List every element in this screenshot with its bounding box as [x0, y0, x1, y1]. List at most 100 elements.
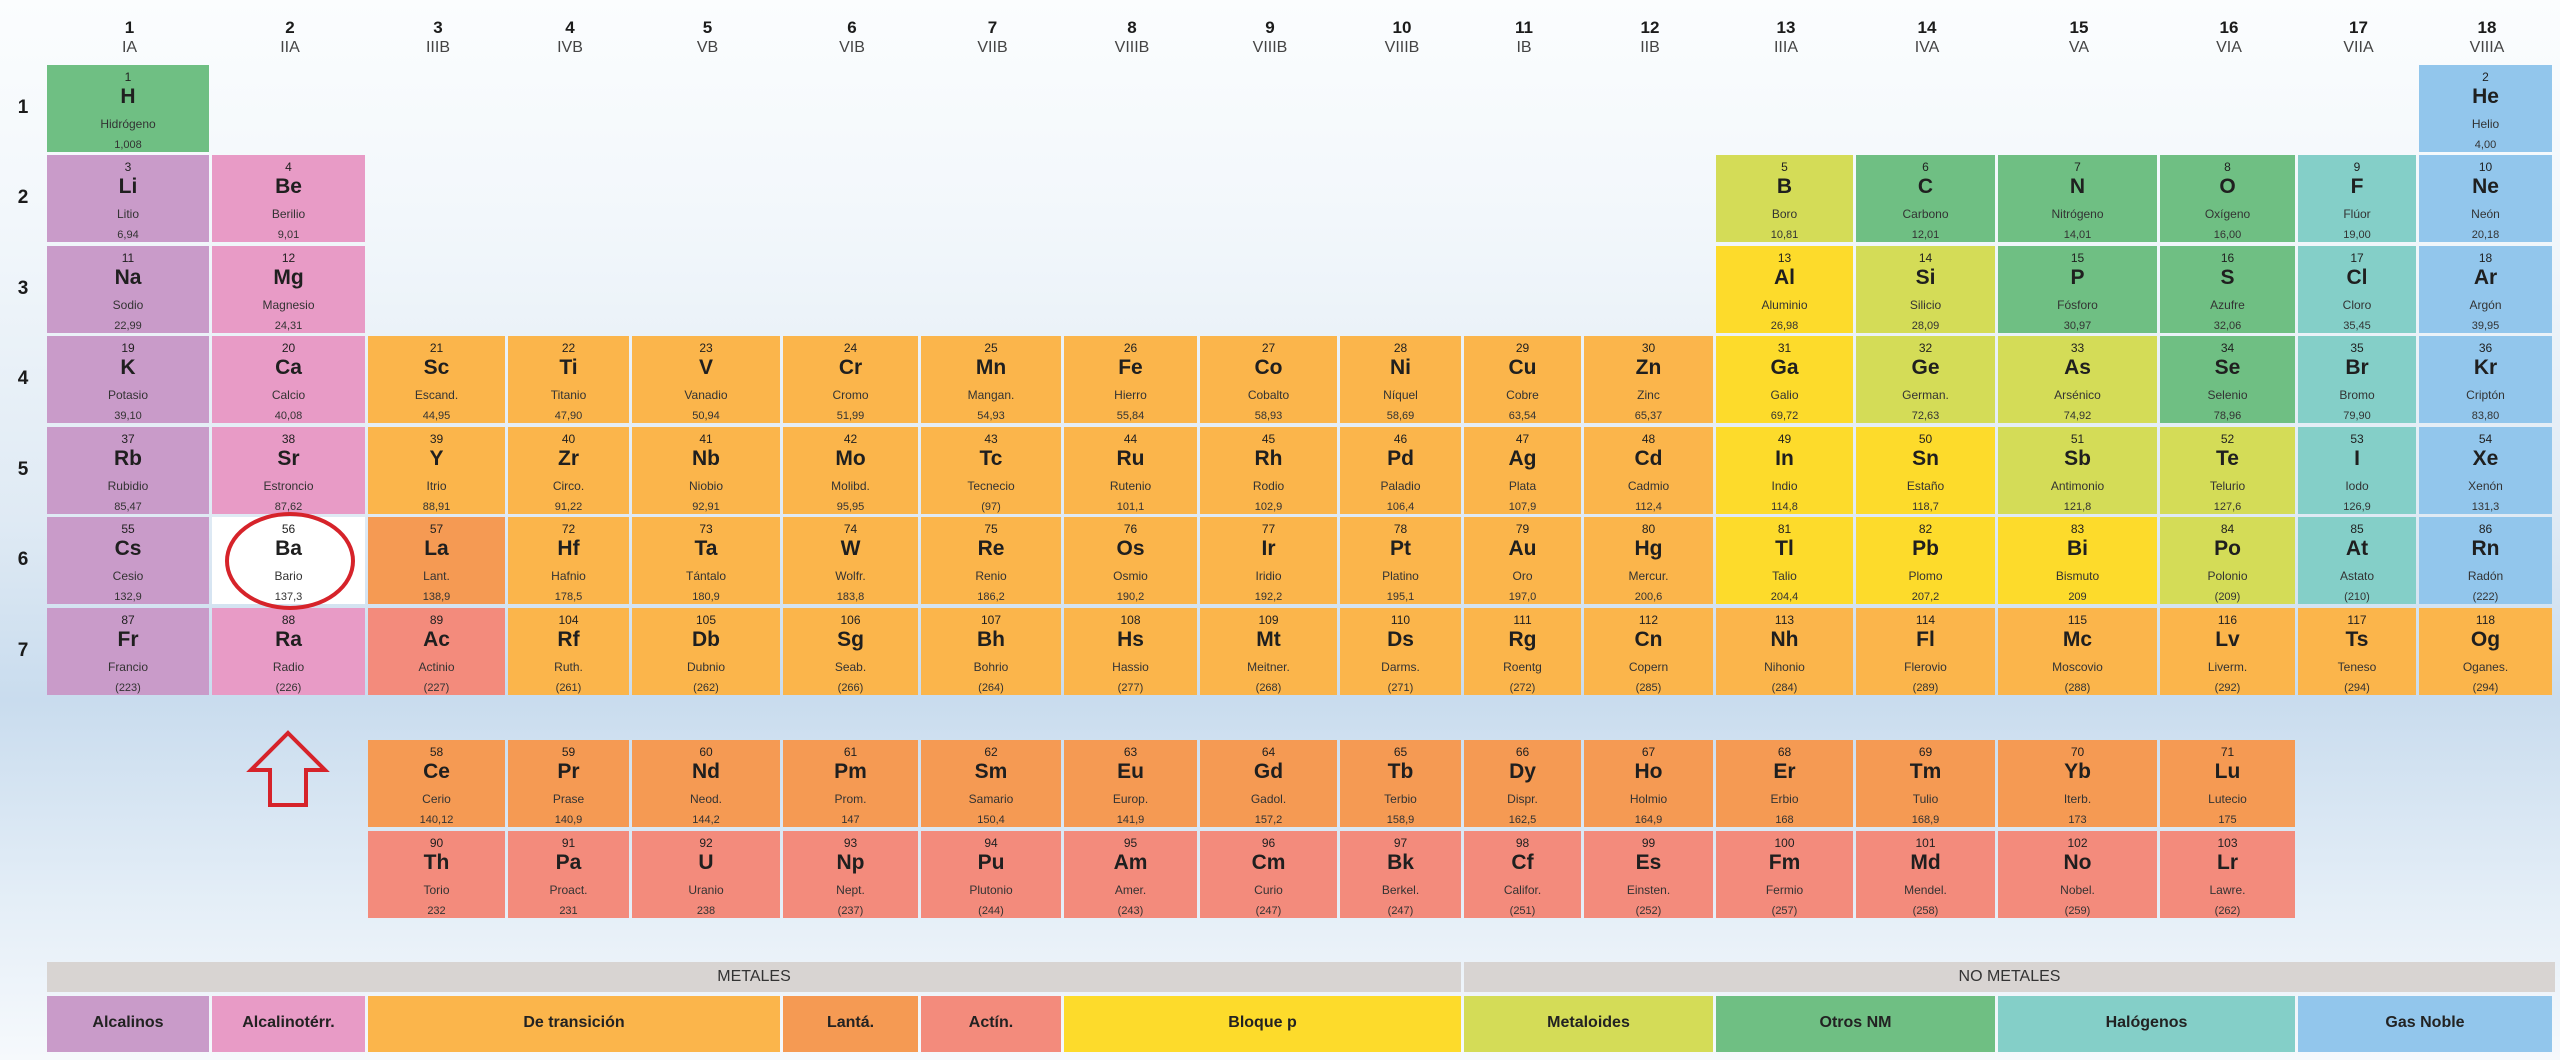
- element-cell-he[interactable]: 2 He Helio 4,00: [2419, 65, 2552, 152]
- element-cell-sb[interactable]: 51 Sb Antimonio 121,8: [1998, 427, 2157, 514]
- element-cell-mt[interactable]: 109 Mt Meitner. (268): [1200, 608, 1337, 695]
- element-cell-tc[interactable]: 43 Tc Tecnecio (97): [921, 427, 1061, 514]
- element-cell-p[interactable]: 15 P Fósforo 30,97: [1998, 246, 2157, 333]
- element-cell-u[interactable]: 92 U Uranio 238: [632, 831, 780, 918]
- element-cell-lv[interactable]: 116 Lv Liverm. (292): [2160, 608, 2295, 695]
- element-cell-ts[interactable]: 117 Ts Teneso (294): [2298, 608, 2416, 695]
- element-cell-no[interactable]: 102 No Nobel. (259): [1998, 831, 2157, 918]
- element-cell-np[interactable]: 93 Np Nept. (237): [783, 831, 918, 918]
- element-cell-ru[interactable]: 44 Ru Rutenio 101,1: [1064, 427, 1197, 514]
- element-cell-po[interactable]: 84 Po Polonio (209): [2160, 517, 2295, 604]
- element-cell-xe[interactable]: 54 Xe Xenón 131,3: [2419, 427, 2552, 514]
- element-cell-pm[interactable]: 61 Pm Prom. 147: [783, 740, 918, 827]
- element-cell-tm[interactable]: 69 Tm Tulio 168,9: [1856, 740, 1995, 827]
- element-cell-ge[interactable]: 32 Ge German. 72,63: [1856, 336, 1995, 423]
- element-cell-ni[interactable]: 28 Ni Níquel 58,69: [1340, 336, 1461, 423]
- element-cell-i[interactable]: 53 I Iodo 126,9: [2298, 427, 2416, 514]
- element-cell-cd[interactable]: 48 Cd Cadmio 112,4: [1584, 427, 1713, 514]
- element-cell-br[interactable]: 35 Br Bromo 79,90: [2298, 336, 2416, 423]
- element-cell-ti[interactable]: 22 Ti Titanio 47,90: [508, 336, 629, 423]
- element-cell-na[interactable]: 11 Na Sodio 22,99: [47, 246, 209, 333]
- element-cell-k[interactable]: 19 K Potasio 39,10: [47, 336, 209, 423]
- element-cell-hf[interactable]: 72 Hf Hafnio 178,5: [508, 517, 629, 604]
- element-cell-fe[interactable]: 26 Fe Hierro 55,84: [1064, 336, 1197, 423]
- element-cell-s[interactable]: 16 S Azufre 32,06: [2160, 246, 2295, 333]
- element-cell-rb[interactable]: 37 Rb Rubidio 85,47: [47, 427, 209, 514]
- element-cell-mn[interactable]: 25 Mn Mangan. 54,93: [921, 336, 1061, 423]
- element-cell-h[interactable]: 1 H Hidrógeno 1,008: [47, 65, 209, 152]
- element-cell-nd[interactable]: 60 Nd Neod. 144,2: [632, 740, 780, 827]
- element-cell-ra[interactable]: 88 Ra Radio (226): [212, 608, 365, 695]
- element-cell-o[interactable]: 8 O Oxígeno 16,00: [2160, 155, 2295, 242]
- element-cell-f[interactable]: 9 F Flúor 19,00: [2298, 155, 2416, 242]
- element-cell-co[interactable]: 27 Co Cobalto 58,93: [1200, 336, 1337, 423]
- element-cell-hs[interactable]: 108 Hs Hassio (277): [1064, 608, 1197, 695]
- element-cell-gd[interactable]: 64 Gd Gadol. 157,2: [1200, 740, 1337, 827]
- element-cell-sg[interactable]: 106 Sg Seab. (266): [783, 608, 918, 695]
- element-cell-b[interactable]: 5 B Boro 10,81: [1716, 155, 1853, 242]
- element-cell-y[interactable]: 39 Y Itrio 88,91: [368, 427, 505, 514]
- element-cell-ne[interactable]: 10 Ne Neón 20,18: [2419, 155, 2552, 242]
- element-cell-tl[interactable]: 81 Tl Talio 204,4: [1716, 517, 1853, 604]
- element-cell-rf[interactable]: 104 Rf Ruth. (261): [508, 608, 629, 695]
- element-cell-bi[interactable]: 83 Bi Bismuto 209: [1998, 517, 2157, 604]
- element-cell-rg[interactable]: 111 Rg Roentg (272): [1464, 608, 1581, 695]
- element-cell-re[interactable]: 75 Re Renio 186,2: [921, 517, 1061, 604]
- element-cell-te[interactable]: 52 Te Telurio 127,6: [2160, 427, 2295, 514]
- element-cell-zn[interactable]: 30 Zn Zinc 65,37: [1584, 336, 1713, 423]
- element-cell-ds[interactable]: 110 Ds Darms. (271): [1340, 608, 1461, 695]
- element-cell-at[interactable]: 85 At Astato (210): [2298, 517, 2416, 604]
- element-cell-th[interactable]: 90 Th Torio 232: [368, 831, 505, 918]
- element-cell-pd[interactable]: 46 Pd Paladio 106,4: [1340, 427, 1461, 514]
- element-cell-fr[interactable]: 87 Fr Francio (223): [47, 608, 209, 695]
- element-cell-al[interactable]: 13 Al Aluminio 26,98: [1716, 246, 1853, 333]
- element-cell-rh[interactable]: 45 Rh Rodio 102,9: [1200, 427, 1337, 514]
- element-cell-yb[interactable]: 70 Yb Iterb. 173: [1998, 740, 2157, 827]
- element-cell-pb[interactable]: 82 Pb Plomo 207,2: [1856, 517, 1995, 604]
- element-cell-sm[interactable]: 62 Sm Samario 150,4: [921, 740, 1061, 827]
- element-cell-la[interactable]: 57 La Lant. 138,9: [368, 517, 505, 604]
- element-cell-bh[interactable]: 107 Bh Bohrio (264): [921, 608, 1061, 695]
- element-cell-c[interactable]: 6 C Carbono 12,01: [1856, 155, 1995, 242]
- element-cell-es[interactable]: 99 Es Einsten. (252): [1584, 831, 1713, 918]
- element-cell-md[interactable]: 101 Md Mendel. (258): [1856, 831, 1995, 918]
- element-cell-sc[interactable]: 21 Sc Escand. 44,95: [368, 336, 505, 423]
- element-cell-mc[interactable]: 115 Mc Moscovio (288): [1998, 608, 2157, 695]
- element-cell-ir[interactable]: 77 Ir Iridio 192,2: [1200, 517, 1337, 604]
- element-cell-cs[interactable]: 55 Cs Cesio 132,9: [47, 517, 209, 604]
- element-cell-ce[interactable]: 58 Ce Cerio 140,12: [368, 740, 505, 827]
- element-cell-pt[interactable]: 78 Pt Platino 195,1: [1340, 517, 1461, 604]
- element-cell-sr[interactable]: 38 Sr Estroncio 87,62: [212, 427, 365, 514]
- element-cell-kr[interactable]: 36 Kr Criptón 83,80: [2419, 336, 2552, 423]
- element-cell-pr[interactable]: 59 Pr Prase 140,9: [508, 740, 629, 827]
- element-cell-pa[interactable]: 91 Pa Proact. 231: [508, 831, 629, 918]
- element-cell-w[interactable]: 74 W Wolfr. 183,8: [783, 517, 918, 604]
- element-cell-og[interactable]: 118 Og Oganes. (294): [2419, 608, 2552, 695]
- element-cell-au[interactable]: 79 Au Oro 197,0: [1464, 517, 1581, 604]
- element-cell-mo[interactable]: 42 Mo Molibd. 95,95: [783, 427, 918, 514]
- element-cell-cm[interactable]: 96 Cm Curio (247): [1200, 831, 1337, 918]
- element-cell-ar[interactable]: 18 Ar Argón 39,95: [2419, 246, 2552, 333]
- element-cell-lr[interactable]: 103 Lr Lawre. (262): [2160, 831, 2295, 918]
- element-cell-fl[interactable]: 114 Fl Flerovio (289): [1856, 608, 1995, 695]
- element-cell-nh[interactable]: 113 Nh Nihonio (284): [1716, 608, 1853, 695]
- element-cell-nb[interactable]: 41 Nb Niobio 92,91: [632, 427, 780, 514]
- element-cell-v[interactable]: 23 V Vanadio 50,94: [632, 336, 780, 423]
- element-cell-er[interactable]: 68 Er Erbio 168: [1716, 740, 1853, 827]
- element-cell-cl[interactable]: 17 Cl Cloro 35,45: [2298, 246, 2416, 333]
- element-cell-ga[interactable]: 31 Ga Galio 69,72: [1716, 336, 1853, 423]
- element-cell-li[interactable]: 3 Li Litio 6,94: [47, 155, 209, 242]
- element-cell-os[interactable]: 76 Os Osmio 190,2: [1064, 517, 1197, 604]
- element-cell-zr[interactable]: 40 Zr Circo. 91,22: [508, 427, 629, 514]
- element-cell-ac[interactable]: 89 Ac Actinio (227): [368, 608, 505, 695]
- element-cell-as[interactable]: 33 As Arsénico 74,92: [1998, 336, 2157, 423]
- element-cell-ag[interactable]: 47 Ag Plata 107,9: [1464, 427, 1581, 514]
- element-cell-cn[interactable]: 112 Cn Copern (285): [1584, 608, 1713, 695]
- element-cell-db[interactable]: 105 Db Dubnio (262): [632, 608, 780, 695]
- element-cell-si[interactable]: 14 Si Silicio 28,09: [1856, 246, 1995, 333]
- element-cell-cf[interactable]: 98 Cf Califor. (251): [1464, 831, 1581, 918]
- element-cell-sn[interactable]: 50 Sn Estaño 118,7: [1856, 427, 1995, 514]
- element-cell-se[interactable]: 34 Se Selenio 78,96: [2160, 336, 2295, 423]
- element-cell-cu[interactable]: 29 Cu Cobre 63,54: [1464, 336, 1581, 423]
- element-cell-cr[interactable]: 24 Cr Cromo 51,99: [783, 336, 918, 423]
